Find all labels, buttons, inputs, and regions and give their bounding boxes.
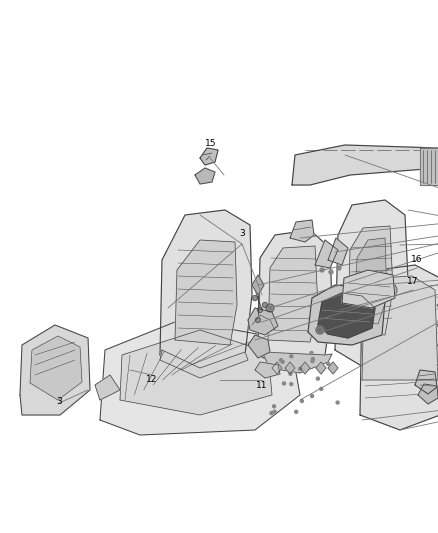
- Polygon shape: [328, 238, 348, 265]
- Polygon shape: [255, 362, 280, 378]
- Circle shape: [299, 367, 302, 370]
- Text: 15: 15: [205, 140, 217, 149]
- Circle shape: [270, 411, 273, 415]
- Polygon shape: [20, 325, 90, 415]
- Circle shape: [311, 360, 314, 362]
- Polygon shape: [248, 308, 278, 335]
- Circle shape: [266, 304, 274, 312]
- Polygon shape: [415, 370, 437, 394]
- Circle shape: [290, 383, 293, 385]
- Polygon shape: [315, 240, 338, 268]
- Text: 17: 17: [407, 278, 419, 287]
- Polygon shape: [437, 340, 438, 354]
- Polygon shape: [348, 226, 393, 335]
- Circle shape: [290, 355, 293, 358]
- Circle shape: [262, 303, 268, 308]
- Circle shape: [318, 328, 322, 332]
- Polygon shape: [292, 145, 438, 185]
- Circle shape: [268, 306, 272, 310]
- Polygon shape: [342, 270, 395, 308]
- Circle shape: [336, 401, 339, 404]
- Text: 12: 12: [146, 376, 158, 384]
- Polygon shape: [437, 360, 438, 374]
- Polygon shape: [328, 362, 338, 374]
- Polygon shape: [290, 220, 314, 242]
- Polygon shape: [437, 300, 438, 314]
- Polygon shape: [362, 276, 438, 380]
- Circle shape: [273, 410, 276, 413]
- Polygon shape: [200, 148, 218, 165]
- Polygon shape: [272, 362, 282, 374]
- Polygon shape: [160, 210, 252, 370]
- Circle shape: [289, 373, 292, 375]
- Polygon shape: [30, 336, 82, 400]
- Circle shape: [337, 266, 341, 270]
- Polygon shape: [418, 384, 438, 404]
- Polygon shape: [262, 352, 332, 373]
- Polygon shape: [437, 320, 438, 334]
- Polygon shape: [316, 362, 326, 374]
- Text: 3: 3: [56, 398, 62, 407]
- Polygon shape: [318, 293, 375, 338]
- Circle shape: [258, 308, 262, 312]
- Polygon shape: [308, 285, 385, 345]
- Circle shape: [310, 352, 313, 354]
- Circle shape: [311, 394, 314, 398]
- Text: 3: 3: [239, 229, 245, 238]
- Polygon shape: [258, 230, 332, 368]
- Circle shape: [320, 387, 323, 390]
- Ellipse shape: [383, 286, 393, 294]
- Circle shape: [316, 377, 319, 380]
- Polygon shape: [285, 362, 295, 374]
- Polygon shape: [248, 335, 270, 358]
- Polygon shape: [175, 240, 237, 345]
- Polygon shape: [420, 148, 438, 185]
- Polygon shape: [335, 200, 408, 368]
- Polygon shape: [160, 350, 248, 378]
- Polygon shape: [95, 375, 120, 400]
- Circle shape: [281, 360, 284, 364]
- Circle shape: [329, 270, 333, 274]
- Circle shape: [252, 295, 258, 301]
- Text: 16: 16: [411, 255, 423, 264]
- Circle shape: [320, 268, 324, 272]
- Polygon shape: [360, 265, 438, 430]
- Circle shape: [316, 326, 324, 334]
- Polygon shape: [268, 246, 318, 342]
- Circle shape: [255, 318, 261, 322]
- Polygon shape: [195, 168, 215, 184]
- Polygon shape: [252, 275, 264, 295]
- Circle shape: [295, 410, 298, 413]
- Circle shape: [283, 382, 286, 385]
- Circle shape: [311, 358, 314, 360]
- Text: 11: 11: [256, 381, 268, 390]
- Ellipse shape: [379, 282, 397, 297]
- Polygon shape: [100, 320, 300, 435]
- Circle shape: [327, 362, 330, 365]
- Circle shape: [279, 359, 283, 361]
- Polygon shape: [355, 238, 387, 324]
- Circle shape: [300, 400, 304, 402]
- Polygon shape: [300, 362, 310, 374]
- Circle shape: [272, 405, 276, 408]
- Polygon shape: [120, 330, 272, 415]
